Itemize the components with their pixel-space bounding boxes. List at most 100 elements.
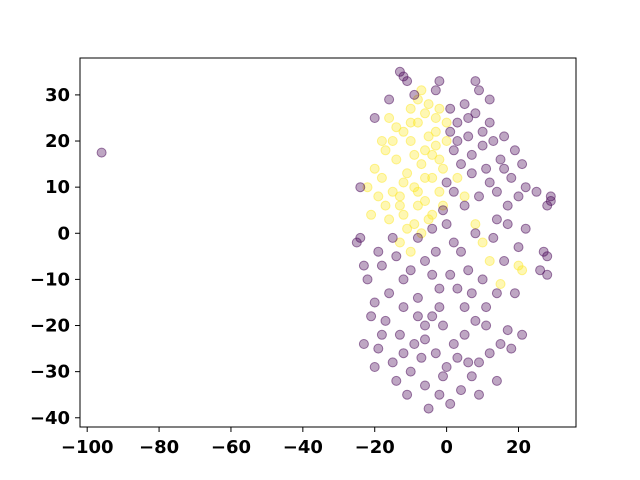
y-axis: −40 −30 −20 −10 0 10 20 30 — [30, 85, 80, 429]
y-tick-label: 10 — [45, 177, 70, 198]
data-point — [502, 219, 513, 230]
data-point — [459, 329, 470, 340]
data-point — [481, 302, 492, 313]
data-point — [470, 228, 481, 239]
data-point — [448, 145, 459, 156]
data-point — [445, 126, 456, 137]
data-point — [470, 219, 481, 230]
data-point — [434, 389, 445, 400]
x-tick-label: −20 — [355, 437, 395, 458]
data-point — [517, 329, 528, 340]
data-point — [488, 136, 499, 146]
data-point — [434, 103, 445, 114]
plot-frame — [79, 57, 577, 428]
data-point — [452, 136, 463, 146]
data-point — [499, 163, 510, 174]
x-tick-label: −80 — [139, 437, 179, 458]
data-point — [445, 103, 456, 114]
data-point — [491, 186, 502, 197]
data-point — [398, 177, 409, 188]
data-point — [412, 292, 423, 303]
data-point — [474, 357, 484, 368]
data-point — [362, 274, 373, 285]
data-point — [96, 147, 107, 158]
data-point — [502, 325, 513, 336]
data-point — [477, 274, 488, 285]
data-point — [412, 117, 423, 128]
data-point — [509, 288, 520, 299]
data-point — [434, 283, 445, 294]
x-tick-label: 0 — [440, 437, 453, 458]
data-point — [506, 172, 517, 183]
data-point — [362, 182, 373, 193]
data-point — [445, 398, 456, 409]
data-point — [456, 159, 466, 170]
x-tick-label: 20 — [506, 437, 531, 458]
data-point — [369, 297, 380, 308]
data-point — [373, 246, 384, 257]
data-point — [420, 145, 430, 156]
data-point — [463, 113, 474, 123]
data-point — [474, 191, 484, 202]
data-point — [412, 311, 423, 322]
data-point — [495, 279, 506, 289]
data-point — [438, 320, 448, 331]
data-point — [459, 302, 470, 313]
data-point — [420, 256, 430, 266]
data-point — [448, 339, 459, 349]
data-point — [452, 117, 463, 128]
data-point — [535, 265, 546, 276]
data-point — [430, 113, 441, 123]
data-point — [484, 177, 495, 188]
data-point — [484, 256, 495, 266]
data-point — [434, 154, 445, 165]
data-point — [394, 329, 405, 340]
data-point — [477, 126, 488, 137]
data-point — [416, 85, 427, 96]
data-point — [402, 76, 413, 87]
data-point — [391, 375, 402, 386]
data-point — [420, 172, 430, 183]
data-point — [423, 99, 434, 110]
data-point — [466, 288, 477, 299]
data-point — [366, 209, 377, 220]
data-point — [384, 288, 395, 299]
data-point — [463, 265, 474, 276]
data-point — [409, 339, 420, 349]
data-point — [430, 246, 441, 257]
data-point — [499, 131, 510, 142]
data-point — [420, 380, 430, 391]
data-point — [380, 200, 391, 211]
data-point — [387, 186, 398, 197]
data-point — [394, 66, 405, 77]
data-point — [481, 320, 492, 331]
y-tick-label: −10 — [30, 269, 70, 290]
data-point — [376, 172, 387, 183]
data-point — [409, 89, 420, 100]
data-point — [387, 357, 398, 368]
data-point — [369, 113, 380, 123]
data-point — [513, 191, 524, 202]
data-point — [427, 269, 438, 280]
y-tick-label: −30 — [30, 362, 70, 383]
data-point — [423, 131, 434, 142]
data-point — [402, 168, 413, 179]
data-point — [387, 136, 398, 146]
data-point — [448, 237, 459, 248]
data-point — [452, 172, 463, 183]
x-tick-label: −40 — [283, 437, 323, 458]
data-point — [520, 223, 531, 234]
x-tick-label: −100 — [61, 437, 114, 458]
data-point — [420, 334, 430, 345]
data-point — [373, 343, 384, 354]
y-tick-label: 0 — [57, 223, 70, 244]
y-tick-label: −20 — [30, 316, 70, 337]
data-point — [452, 283, 463, 294]
data-point — [412, 232, 423, 243]
data-point — [430, 126, 441, 137]
y-tick-label: 20 — [45, 131, 70, 152]
data-point — [459, 99, 470, 110]
data-point — [405, 103, 416, 114]
data-point — [463, 131, 474, 142]
